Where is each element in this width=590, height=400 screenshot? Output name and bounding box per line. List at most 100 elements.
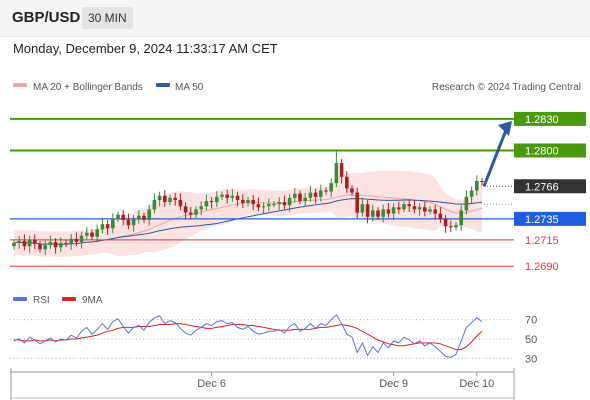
rsi-tick-1: 50 (525, 334, 537, 346)
candle-body-34 (189, 212, 193, 215)
candle-body-15 (90, 232, 94, 237)
candle-body-41 (225, 194, 229, 198)
candle-body-18 (105, 224, 110, 229)
candle-body-1 (17, 240, 21, 244)
candle-body-78 (417, 207, 422, 210)
level-tag-1 (514, 143, 586, 158)
candle-body-23 (131, 218, 136, 226)
candle-body-82 (438, 213, 443, 219)
candle-body-57 (308, 192, 313, 198)
candle-body-86 (459, 210, 463, 226)
legend-ma20: MA 20 + Bollinger Bands (33, 82, 143, 93)
candle-body-21 (121, 214, 125, 220)
candle-body-54 (293, 193, 297, 198)
candle-body-80 (428, 209, 432, 212)
candle-body-85 (454, 225, 458, 228)
candle-body-74 (397, 207, 401, 210)
rsi-panel: 70 50 30 (10, 314, 537, 365)
candle-body-31 (173, 197, 177, 200)
candle-body-38 (209, 200, 214, 203)
bollinger-band (14, 170, 482, 257)
candle-body-61 (329, 183, 333, 192)
x-tick-label-0: Dec 6 (197, 378, 226, 390)
level-tag-0 (514, 111, 586, 126)
candle-body-73 (391, 207, 396, 214)
bollinger-band-area (14, 170, 482, 257)
timeframe-button[interactable]: 30 MIN (82, 7, 133, 29)
candle-body-67 (360, 204, 365, 213)
candle-body-40 (220, 194, 224, 197)
candle-body-56 (303, 197, 307, 201)
legend-swatch-ma50 (156, 83, 170, 87)
candle-body-58 (313, 192, 318, 197)
legend-swatch-9ma (62, 297, 76, 301)
candle-body-16 (95, 229, 99, 237)
candle-body-63 (339, 163, 344, 177)
candle-body-36 (199, 206, 203, 210)
legend-rsi: RSI (33, 295, 50, 306)
legend-ma50: MA 50 (175, 82, 204, 93)
candle-body-30 (168, 197, 172, 203)
candle-body-84 (449, 226, 453, 228)
candle-body-50 (272, 204, 276, 206)
candle-body-68 (365, 204, 370, 217)
candle-body-14 (85, 232, 89, 236)
level-label-2: 1.2766 (525, 181, 559, 193)
candle-body-3 (27, 239, 32, 247)
candle-body-77 (412, 206, 417, 210)
candle-body-11 (69, 238, 73, 245)
candle-body-0 (12, 243, 16, 247)
rsi-tick-2: 30 (525, 353, 537, 365)
candle-body-13 (79, 235, 84, 243)
candle-body-75 (402, 204, 406, 210)
level-label-1: 1.2800 (525, 145, 559, 157)
rsi-line (13, 314, 483, 358)
candle-body-29 (163, 195, 167, 203)
credit-text: Research © 2024 Trading Central (432, 82, 581, 93)
candle-body-19 (111, 218, 115, 229)
candle-body-71 (381, 209, 385, 217)
candle-body-72 (386, 209, 391, 214)
candle-body-33 (183, 206, 188, 213)
candle-body-59 (319, 190, 323, 197)
candle-body-87 (464, 196, 469, 211)
candle-body-10 (64, 243, 68, 245)
candle-body-28 (157, 195, 162, 200)
candle-body-64 (345, 176, 349, 189)
candle-body-35 (194, 209, 198, 215)
candle-body-69 (371, 210, 375, 217)
candle-body-17 (100, 224, 105, 230)
candle-body-4 (33, 239, 37, 245)
candle-body-55 (298, 193, 302, 201)
candle-body-8 (53, 242, 58, 248)
candle-body-83 (443, 218, 448, 227)
candle-body-79 (423, 207, 427, 212)
arrow-head (498, 121, 512, 137)
level-label-4: 1.2715 (525, 235, 559, 247)
ma50-line (13, 198, 483, 245)
level-label-3: 1.2735 (525, 214, 559, 226)
candle-body-20 (116, 214, 120, 219)
x-tick-label-2: Dec 10 (459, 378, 494, 390)
chart-header: GBP/USD 30 MIN (0, 0, 590, 37)
candle-body-81 (433, 209, 437, 214)
candle-body-12 (74, 238, 79, 243)
candle-body-46 (251, 199, 255, 205)
candle-body-26 (147, 209, 151, 220)
candle-body-42 (230, 195, 235, 198)
candle-body-45 (246, 199, 250, 204)
candle-body-5 (38, 244, 42, 250)
candle-body-88 (469, 190, 474, 197)
x-tick-label-1: Dec 9 (379, 378, 408, 390)
legend-swatch-rsi (13, 297, 27, 301)
forecast-arrow (482, 121, 512, 187)
candle-body-2 (22, 240, 27, 247)
level-label-0: 1.2830 (525, 114, 559, 126)
price-levels: 1.2830 1.2800 1.2766 1.2735 1.2715 1.2690 (10, 111, 586, 273)
candle-body-27 (152, 199, 157, 210)
candle-body-65 (350, 188, 354, 193)
candle-body-39 (215, 196, 219, 203)
x-axis: Dec 6 Dec 9 Dec 10 (10, 368, 515, 400)
